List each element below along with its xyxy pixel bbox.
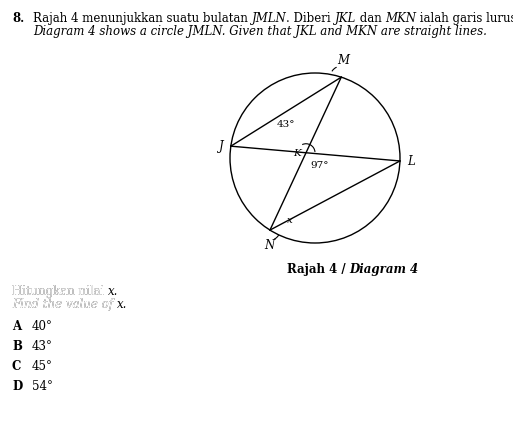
- Text: J: J: [219, 140, 224, 153]
- Text: N: N: [264, 239, 274, 252]
- Text: 43°: 43°: [277, 120, 295, 129]
- Text: Diagram 4 shows a circle JMLN. Given that JKL and MKN are straight lines.: Diagram 4 shows a circle JMLN. Given tha…: [33, 25, 487, 38]
- Text: 43°: 43°: [32, 340, 53, 353]
- Text: x.: x.: [108, 285, 119, 298]
- Text: D: D: [12, 380, 22, 393]
- Text: dan: dan: [356, 12, 385, 25]
- Text: C: C: [12, 360, 22, 373]
- Text: JMLN: JMLN: [251, 12, 286, 25]
- Text: A: A: [12, 320, 21, 333]
- Text: JKL: JKL: [335, 12, 356, 25]
- Text: K: K: [293, 149, 301, 158]
- Text: MKN: MKN: [385, 12, 417, 25]
- Text: Diagram 4: Diagram 4: [350, 263, 419, 276]
- Text: . Diberi: . Diberi: [286, 12, 335, 25]
- Text: 45°: 45°: [32, 360, 53, 373]
- Text: B: B: [12, 340, 22, 353]
- Text: 8.: 8.: [12, 12, 24, 25]
- Text: Rajah 4 /: Rajah 4 /: [287, 263, 350, 276]
- Text: Hitungkan nilai: Hitungkan nilai: [12, 285, 108, 298]
- Text: M: M: [337, 54, 349, 67]
- Text: Rajah 4 menunjukkan suatu bulatan: Rajah 4 menunjukkan suatu bulatan: [33, 12, 251, 25]
- Text: 40°: 40°: [32, 320, 53, 333]
- Text: Find the value of: Find the value of: [12, 298, 117, 311]
- Text: ialah garis lurus.: ialah garis lurus.: [417, 12, 513, 25]
- Text: Find the value of: Find the value of: [12, 298, 117, 311]
- Text: Hitungkan nilai: Hitungkan nilai: [12, 285, 108, 298]
- Text: L: L: [407, 155, 415, 169]
- Text: x.: x.: [117, 298, 127, 311]
- Text: 54°: 54°: [32, 380, 53, 393]
- Text: x: x: [287, 215, 293, 225]
- Text: 97°: 97°: [310, 161, 328, 170]
